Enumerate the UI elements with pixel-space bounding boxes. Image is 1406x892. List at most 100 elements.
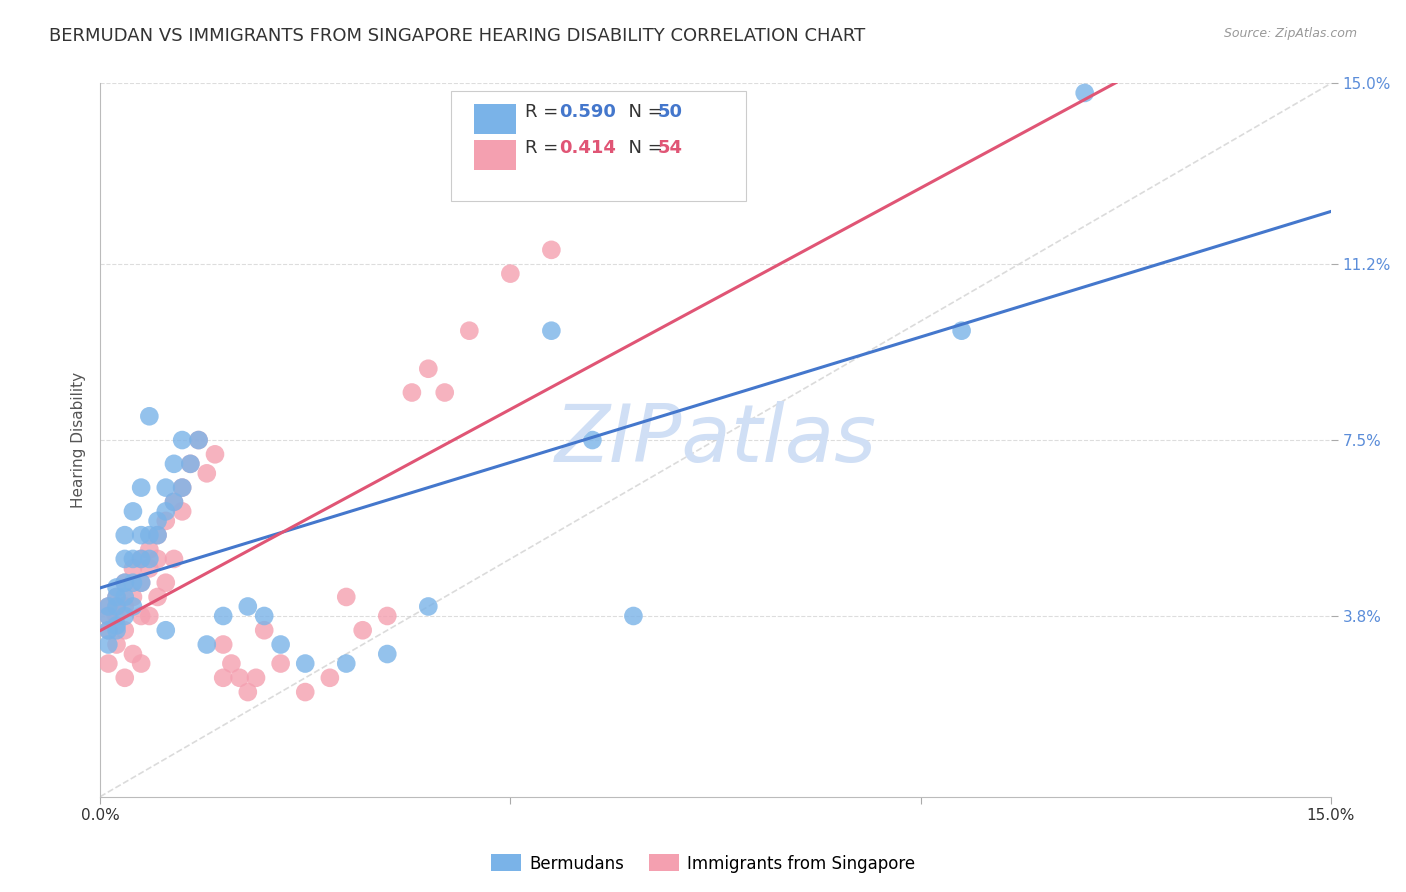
Point: [114, 671, 136, 685]
Point: [129, 575, 152, 590]
Point: [236, 599, 259, 614]
Point: [122, 575, 145, 590]
Point: [623, 609, 645, 624]
Point: [540, 324, 562, 338]
Point: [458, 324, 481, 338]
Point: [114, 528, 136, 542]
Point: [155, 514, 177, 528]
Point: [172, 481, 194, 495]
Point: [97, 624, 120, 638]
Text: 54: 54: [658, 138, 683, 157]
Point: [97, 657, 120, 671]
Point: [114, 624, 136, 638]
Point: [163, 552, 186, 566]
Point: [155, 575, 177, 590]
Point: [129, 481, 152, 495]
Point: [97, 599, 120, 614]
Text: N =: N =: [617, 103, 668, 121]
Point: [146, 528, 169, 542]
Point: [1073, 86, 1095, 100]
Point: [129, 575, 152, 590]
Point: [129, 609, 152, 624]
Point: [122, 590, 145, 604]
Point: [122, 561, 145, 575]
Point: [294, 685, 316, 699]
Point: [401, 385, 423, 400]
Point: [129, 657, 152, 671]
Point: [105, 590, 128, 604]
Point: [195, 467, 218, 481]
FancyBboxPatch shape: [474, 104, 516, 134]
Point: [352, 624, 374, 638]
Point: [433, 385, 456, 400]
Point: [950, 324, 973, 338]
Point: [418, 599, 440, 614]
Point: [138, 552, 160, 566]
Point: [418, 361, 440, 376]
Point: [138, 528, 160, 542]
Point: [105, 590, 128, 604]
Point: [138, 542, 160, 557]
Point: [114, 575, 136, 590]
Point: [335, 657, 357, 671]
Text: N =: N =: [617, 138, 668, 157]
Point: [253, 624, 276, 638]
Point: [105, 599, 128, 614]
Point: [236, 685, 259, 699]
Point: [221, 657, 243, 671]
Point: [114, 552, 136, 566]
Point: [270, 657, 292, 671]
Point: [163, 495, 186, 509]
Point: [97, 599, 120, 614]
Point: [146, 552, 169, 566]
Point: [375, 647, 398, 661]
Point: [212, 638, 235, 652]
Point: [114, 575, 136, 590]
Text: R =: R =: [524, 103, 564, 121]
Point: [122, 599, 145, 614]
Point: [114, 609, 136, 624]
Text: ZIPatlas: ZIPatlas: [554, 401, 876, 479]
Point: [97, 638, 120, 652]
Point: [97, 609, 120, 624]
Point: [138, 561, 160, 575]
FancyBboxPatch shape: [474, 140, 516, 169]
Y-axis label: Hearing Disability: Hearing Disability: [72, 372, 86, 508]
Point: [187, 433, 209, 447]
Point: [105, 609, 128, 624]
Legend: Bermudans, Immigrants from Singapore: Bermudans, Immigrants from Singapore: [484, 847, 922, 880]
Point: [228, 671, 250, 685]
Point: [499, 267, 522, 281]
Point: [97, 624, 120, 638]
Point: [146, 590, 169, 604]
Point: [172, 433, 194, 447]
Text: 0.414: 0.414: [560, 138, 616, 157]
Point: [212, 609, 235, 624]
Point: [204, 447, 226, 461]
Text: BERMUDAN VS IMMIGRANTS FROM SINGAPORE HEARING DISABILITY CORRELATION CHART: BERMUDAN VS IMMIGRANTS FROM SINGAPORE HE…: [49, 27, 866, 45]
Point: [146, 514, 169, 528]
Point: [122, 504, 145, 518]
Point: [253, 609, 276, 624]
Point: [540, 243, 562, 257]
Point: [335, 590, 357, 604]
Point: [155, 624, 177, 638]
Point: [179, 457, 201, 471]
Text: 0.590: 0.590: [560, 103, 616, 121]
Point: [187, 433, 209, 447]
Point: [294, 657, 316, 671]
Point: [138, 409, 160, 424]
Point: [375, 609, 398, 624]
Point: [172, 481, 194, 495]
Point: [105, 618, 128, 632]
Text: 50: 50: [658, 103, 683, 121]
Point: [105, 581, 128, 595]
Point: [105, 624, 128, 638]
Point: [581, 433, 603, 447]
Point: [163, 457, 186, 471]
Point: [172, 504, 194, 518]
Point: [129, 528, 152, 542]
Point: [129, 552, 152, 566]
Point: [163, 495, 186, 509]
Point: [129, 552, 152, 566]
